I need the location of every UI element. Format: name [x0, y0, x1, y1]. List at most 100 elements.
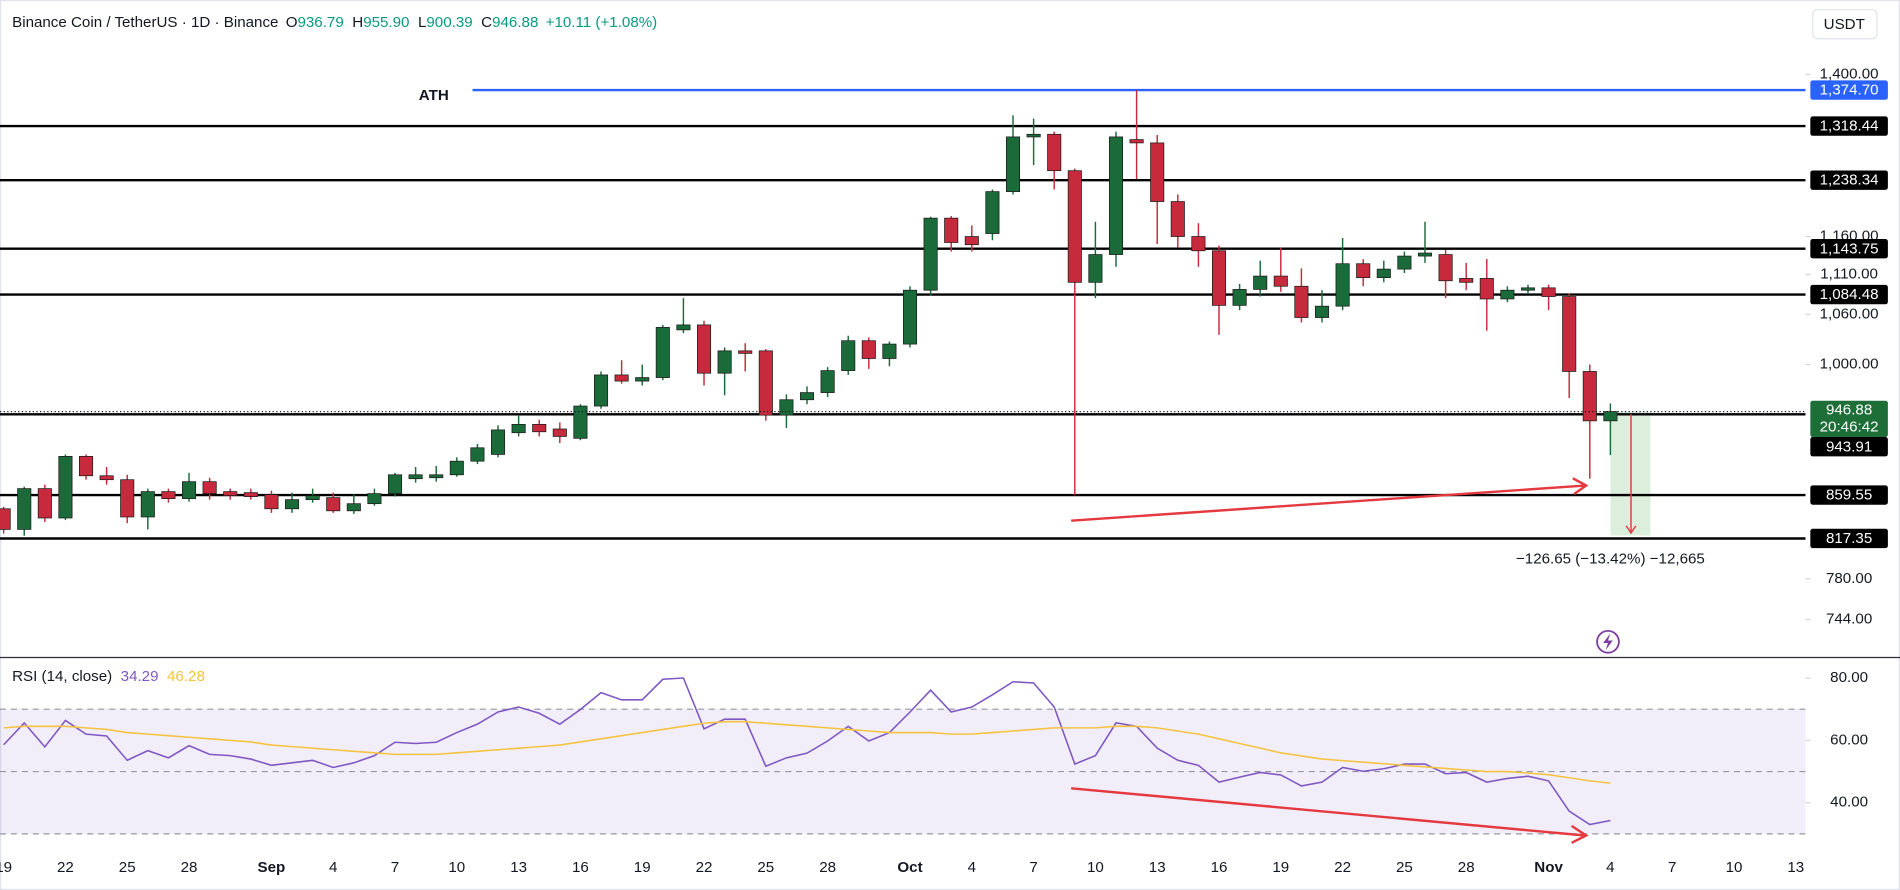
candle-body — [264, 494, 279, 510]
candle-body — [161, 491, 176, 500]
x-tick-label: 25 — [1396, 859, 1413, 876]
x-tick-label: 16 — [1211, 859, 1228, 876]
rsi-band — [0, 709, 1806, 834]
y-tick-label: 744.00 — [1826, 611, 1872, 628]
candle-body — [985, 191, 1000, 234]
rsi-value: 34.29 — [121, 668, 159, 685]
candle-body — [717, 350, 732, 374]
candle-body — [449, 460, 464, 476]
candle-body — [1253, 275, 1268, 290]
candle-body — [1273, 275, 1288, 287]
y-tick-label: 1,110.00 — [1820, 266, 1878, 283]
candle-body — [552, 428, 567, 437]
candle-body — [58, 456, 73, 519]
currency-label[interactable]: USDT — [1824, 16, 1865, 33]
x-tick-label: 10 — [1726, 859, 1743, 876]
x-tick-label: 22 — [1334, 859, 1351, 876]
candle-body — [1129, 139, 1144, 144]
candle-body — [79, 456, 94, 477]
y-tick-label: 1,060.00 — [1820, 305, 1879, 322]
candle-body — [655, 327, 670, 378]
icon-bolt — [1603, 633, 1613, 651]
ohlc-label: C — [481, 14, 492, 31]
level-label-box — [1810, 284, 1888, 305]
x-tick-label: 4 — [329, 859, 337, 876]
candle-body — [1314, 305, 1330, 318]
x-tick-label: 13 — [1787, 859, 1804, 876]
candle-body — [1417, 252, 1433, 257]
candle-body — [37, 488, 52, 519]
arrow-head — [1570, 824, 1589, 844]
candle-body — [346, 503, 361, 512]
x-tick-label: 4 — [1606, 859, 1614, 876]
y-tick-label: 40.00 — [1830, 794, 1868, 811]
candle-body — [1047, 133, 1062, 172]
candle-body — [387, 474, 403, 494]
level-label: 859.55 — [1826, 487, 1872, 504]
ohlc-label: H — [352, 14, 363, 31]
candle-body — [573, 405, 588, 439]
x-tick-label: 13 — [1149, 859, 1166, 876]
candle-body — [635, 377, 650, 382]
candle-body — [1541, 287, 1556, 297]
candle-body — [120, 479, 135, 518]
ohlc-value: 955.90 — [363, 14, 409, 31]
price-trendline — [1071, 484, 1586, 522]
candle-body — [614, 374, 629, 382]
x-tick-label: 4 — [968, 859, 976, 876]
ohlc-label: L — [418, 14, 426, 31]
y-tick-label: 1,000.00 — [1820, 356, 1879, 373]
candle-body — [99, 475, 114, 481]
x-tick-label: 10 — [448, 859, 465, 876]
candle-body — [1356, 263, 1371, 279]
rsi-trendline — [1071, 787, 1586, 837]
x-tick-label: 28 — [181, 859, 198, 876]
candle-body — [1150, 142, 1165, 202]
candle-body — [593, 374, 609, 407]
currency-box[interactable] — [1812, 9, 1878, 40]
currency-button[interactable]: USDT — [1812, 9, 1878, 40]
alert-icon — [1596, 629, 1620, 654]
candle-body — [243, 492, 258, 497]
x-tick-label: Sep — [258, 859, 286, 876]
x-tick-label: 7 — [1029, 859, 1037, 876]
level-label: 817.35 — [1826, 530, 1872, 547]
y-tick-label: 1,400.00 — [1820, 65, 1879, 82]
candle-body — [511, 423, 526, 434]
rsi-value: 46.28 — [167, 668, 205, 685]
x-tick-label: 22 — [57, 859, 74, 876]
candle-body — [1520, 287, 1536, 291]
candle-body — [861, 340, 876, 359]
ohlc-label: O — [286, 14, 298, 31]
current-price-label: 946.88 — [1826, 401, 1872, 418]
ohlc-value: 946.88 — [492, 14, 538, 31]
candle-body — [738, 350, 753, 354]
level-label-box — [1810, 239, 1888, 259]
level-label-box — [1810, 528, 1888, 549]
countdown-label: 20:46:42 — [1820, 418, 1879, 435]
x-tick-label: 28 — [1458, 859, 1475, 876]
candle-body — [1211, 250, 1227, 306]
candle-body — [1603, 411, 1618, 422]
candle-body — [1562, 296, 1577, 372]
level-text: ATH — [419, 87, 449, 104]
x-tick-label: Oct — [897, 859, 922, 876]
candle-body — [882, 343, 897, 359]
candle-body — [1026, 133, 1041, 138]
rsi-line — [3, 677, 1611, 826]
rsi-title: RSI (14, close) — [12, 668, 112, 685]
candle-body — [182, 481, 197, 500]
main-layer: ATH −126.65 (−13.42%) −12,665 — [0, 87, 1806, 826]
candle-body — [1067, 170, 1082, 283]
candle-body — [1582, 371, 1597, 422]
candle-body — [1335, 263, 1350, 307]
level-label: 1,084.48 — [1820, 286, 1879, 303]
level-label: 1,238.34 — [1820, 172, 1879, 189]
candle-body — [1191, 236, 1206, 252]
candle-body — [532, 423, 547, 433]
candle-body — [779, 399, 794, 416]
candle-body — [1088, 254, 1103, 283]
trend-annotations — [1071, 477, 1589, 844]
